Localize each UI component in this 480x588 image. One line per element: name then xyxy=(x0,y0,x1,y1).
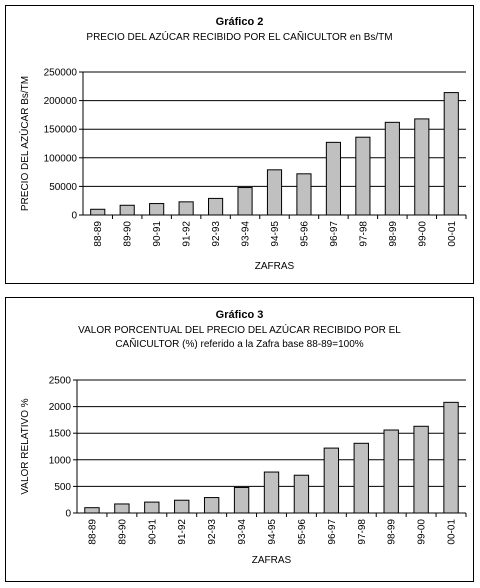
chart-1-y-tick-label: 50000 xyxy=(49,182,77,193)
chart-2-x-tick-label: 99-00 xyxy=(417,519,428,545)
chart-1-bar xyxy=(119,204,135,216)
chart-2-x-axis-label: ZAFRAS xyxy=(252,555,292,566)
chart-2-x-tick-label: 88-89 xyxy=(87,519,98,545)
chart-1-bar xyxy=(266,169,283,216)
chart-1-x-tick-label: 92-93 xyxy=(211,221,222,247)
chart-2-x-tick-label: 00-01 xyxy=(447,519,458,545)
chart-2-subtitle-line-2: CAÑICULTOR (%) referido a la Zafra base … xyxy=(115,339,364,350)
chart-2-bar xyxy=(353,442,369,514)
chart-1-bar xyxy=(443,92,459,216)
chart-1-x-tick-label: 99-00 xyxy=(417,221,428,247)
chart-2-y-axis-label: VALOR RELATIVO % xyxy=(20,398,31,494)
chart-1-x-tick-label: 98-99 xyxy=(388,221,399,247)
chart-1-x-tick-label: 90-91 xyxy=(152,221,163,247)
chart-2-y-tick-label: 2000 xyxy=(49,402,72,413)
chart-2-bar xyxy=(383,429,399,514)
chart-2-bar xyxy=(413,425,429,514)
chart-panel-1: Gráfico 2 PRECIO DEL AZÚCAR RECIBIDO POR… xyxy=(5,5,474,284)
chart-2-x-tick-label: 97-98 xyxy=(357,519,368,545)
chart-2-x-tick-label: 94-95 xyxy=(267,519,278,545)
chart-2-bar xyxy=(114,503,130,514)
chart-2-x-tick-label: 93-94 xyxy=(237,519,248,545)
chart-1-bar xyxy=(296,173,312,216)
chart-1-y-tick-label: 0 xyxy=(71,211,77,222)
chart-1-bar xyxy=(149,203,165,216)
chart-1-bar xyxy=(90,208,106,216)
chart-1-y-axis-label: PRECIO DEL AZÚCAR Bs/TM xyxy=(18,76,31,211)
chart-1-x-tick-label: 88-89 xyxy=(93,221,104,247)
chart-1-x-tick-label: 91-92 xyxy=(182,221,193,247)
chart-1-x-tick-label: 93-94 xyxy=(241,221,252,247)
chart-2-x-tick-label: 89-90 xyxy=(117,519,128,545)
chart-2-plot: 0 500 1000 1500 2000 2500 88-89 89-90 90-91 91-92… xyxy=(20,376,467,566)
chart-2-bar xyxy=(233,486,250,514)
chart-1-bar xyxy=(384,121,400,216)
chart-2-subtitle-line-1: VALOR PORCENTUAL DEL PRECIO DEL AZÚCAR R… xyxy=(78,325,401,336)
chart-1-x-tick-label: 97-98 xyxy=(358,221,369,247)
chart-2-bar xyxy=(203,497,220,514)
chart-2-title: Gráfico 3 xyxy=(215,309,264,321)
chart-1-y-tick-label: 100000 xyxy=(44,153,78,164)
chart-2-bar xyxy=(263,471,280,514)
chart-2-y-tick-label: 0 xyxy=(65,509,71,520)
chart-2-bar xyxy=(293,474,310,514)
chart-1-bar xyxy=(237,187,253,216)
chart-1-x-tick-label: 94-95 xyxy=(270,221,281,247)
chart-1-bar xyxy=(208,197,224,216)
chart-2-bar xyxy=(323,447,340,514)
chart-2-bar xyxy=(174,499,190,514)
chart-1-y-tick-label: 150000 xyxy=(44,125,78,136)
chart-2-bar xyxy=(84,507,100,514)
chart-1-bar xyxy=(178,201,194,216)
chart-2-x-tick-label: 96-97 xyxy=(327,519,338,545)
chart-1-x-tick-label: 96-97 xyxy=(329,221,340,247)
chart-2-x-tick-label: 95-96 xyxy=(297,519,308,545)
chart-1-x-axis-label: ZAFRAS xyxy=(255,261,295,272)
chart-2-y-tick-label: 2500 xyxy=(49,376,72,387)
chart-panel-2: Gráfico 3 VALOR PORCENTUAL DEL PRECIO DE… xyxy=(5,297,474,582)
chart-2-y-tick-label: 1500 xyxy=(49,429,72,440)
chart-2-x-tick-label: 92-93 xyxy=(207,519,218,545)
chart-1-x-tick-label: 89-90 xyxy=(123,221,134,247)
chart-2-x-tick-label: 90-91 xyxy=(147,519,158,545)
chart-1-bar xyxy=(414,118,430,216)
chart-2-y-tick-label: 1000 xyxy=(49,455,72,466)
chart-2-bar xyxy=(443,401,459,514)
chart-1-bar xyxy=(355,136,371,216)
chart-1-x-tick-label: 95-96 xyxy=(299,221,310,247)
chart-1-subtitle: PRECIO DEL AZÚCAR RECIBIDO POR EL CAÑICU… xyxy=(86,32,393,43)
chart-2-x-tick-label: 98-99 xyxy=(387,519,398,545)
chart-2-bar xyxy=(144,501,160,514)
chart-2-x-tick-label: 91-92 xyxy=(177,519,188,545)
chart-1-plot: 0 50000 100000 150000 200000 250000 88-89 89-90… xyxy=(18,68,467,272)
chart-1-y-tick-label: 250000 xyxy=(44,68,78,79)
chart-1-bar xyxy=(325,141,341,216)
chart-1-title: Gráfico 2 xyxy=(215,16,264,28)
chart-2-y-tick-label: 500 xyxy=(54,482,71,493)
chart-1-x-tick-label: 00-01 xyxy=(447,221,458,247)
chart-1-y-tick-label: 200000 xyxy=(44,96,78,107)
